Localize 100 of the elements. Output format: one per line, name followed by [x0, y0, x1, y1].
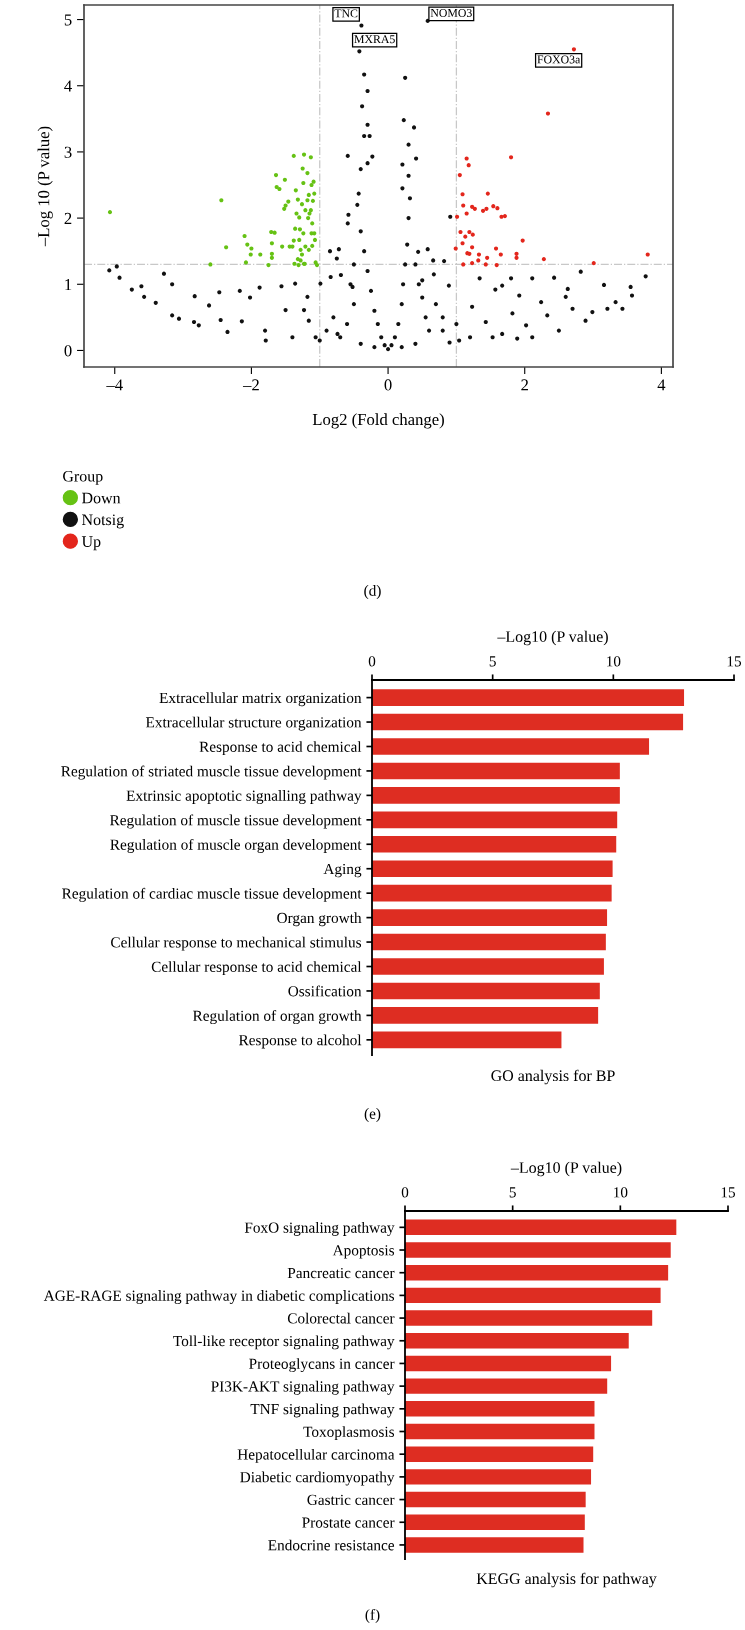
y-tick-label: Regulation of organ growth — [193, 1010, 362, 1025]
x-axis-title: –Log10 (P value) — [510, 1161, 622, 1177]
y-tick-label: Response to acid chemical — [199, 741, 362, 756]
y-tick-label: Organ growth — [277, 912, 362, 927]
bar — [372, 1007, 599, 1024]
annotation: MXRA5 — [354, 35, 395, 44]
bar — [405, 1469, 592, 1485]
y-tick-label: 1 — [65, 279, 72, 291]
point — [545, 111, 551, 116]
text: KEGG analysis for pathway — [476, 1572, 657, 1588]
bar — [372, 689, 685, 706]
x-tick-label: –4 — [106, 379, 123, 391]
bar — [372, 860, 613, 878]
bar — [405, 1537, 584, 1553]
point — [470, 232, 475, 237]
x-tick-label: 0 — [401, 1187, 409, 1198]
point — [455, 214, 460, 219]
bar — [372, 738, 650, 755]
x-tick-label: 15 — [727, 656, 742, 667]
x-tick-label: 0 — [368, 656, 376, 667]
bar — [372, 982, 600, 1000]
point — [495, 206, 500, 211]
y-tick-label: Endocrine resistance — [268, 1539, 395, 1551]
y-axis-title: –Log 10 (P value) — [37, 126, 53, 247]
y-tick-label: 4 — [64, 80, 72, 92]
point — [467, 229, 472, 235]
x-axis-title: –Log10 (P value) — [497, 630, 608, 646]
y-tick-label: Extrinsic apoptotic signalling pathway — [126, 790, 362, 804]
bar — [405, 1514, 585, 1530]
bar — [405, 1219, 677, 1236]
y-tick-label: Gastric cancer — [307, 1494, 395, 1506]
bar — [405, 1423, 595, 1440]
y-tick-label: Pancreatic cancer — [287, 1267, 395, 1279]
y-tick-label: Apoptosis — [332, 1245, 395, 1259]
y-tick-label: Hepatocellular carcinoma — [237, 1448, 395, 1463]
point — [460, 241, 465, 246]
y-tick-label: Toll-like receptor signaling pathway — [173, 1335, 395, 1350]
x-tick-label: 5 — [509, 1187, 516, 1198]
bar — [372, 835, 617, 853]
point — [514, 255, 519, 260]
bar — [372, 884, 612, 902]
y-tick-label: Diabetic cardiomyopathy — [240, 1471, 395, 1486]
text: (f) — [365, 1608, 380, 1624]
point — [514, 251, 519, 256]
bar — [405, 1378, 608, 1394]
bar — [405, 1333, 629, 1349]
bar — [405, 1446, 594, 1462]
y-tick-label: Response to alcohol — [238, 1034, 362, 1049]
y-tick-label: Toxoplasmosis — [303, 1426, 395, 1441]
x-tick-label: 10 — [614, 1187, 628, 1198]
point — [485, 255, 490, 260]
point — [541, 257, 546, 262]
point — [476, 252, 482, 257]
text: (e) — [364, 1108, 381, 1122]
text: (d) — [364, 585, 381, 599]
x-tick-label: 10 — [607, 656, 621, 667]
point — [457, 173, 462, 178]
bar — [405, 1242, 671, 1258]
y-tick-label: Regulation of muscle organ development — [110, 838, 362, 853]
y-tick-label: Cellular response to mechanical stimulus — [111, 936, 362, 951]
y-tick-label: PI3K-AKT signaling pathway — [211, 1380, 395, 1395]
y-tick-label: Aging — [323, 863, 362, 878]
x-tick-label: 5 — [489, 656, 496, 667]
bar — [372, 958, 604, 975]
bar — [405, 1401, 595, 1417]
y-tick-label: Cellular response to acid chemical — [151, 961, 362, 976]
y-tick-label: 0 — [64, 345, 72, 357]
text: GO analysis for BP — [491, 1069, 615, 1085]
point — [571, 47, 577, 52]
y-tick-label: AGE-RAGE signaling pathway in diabetic complications — [43, 1290, 395, 1304]
point — [498, 252, 503, 257]
bar — [372, 909, 608, 926]
bar — [372, 787, 620, 804]
y-tick-label: Extracellular structure organization — [145, 716, 362, 731]
bar — [372, 713, 684, 731]
y-tick-label: Proteoglycans in cancer — [249, 1358, 395, 1373]
bar — [405, 1491, 586, 1508]
y-tick-label: FoxO signaling pathway — [244, 1222, 395, 1236]
point — [494, 263, 499, 268]
x-tick-label: –2 — [242, 379, 259, 391]
point — [502, 214, 507, 219]
point — [483, 262, 488, 267]
x-tick-label: 2 — [521, 379, 528, 391]
y-tick-label: TNF signaling pathway — [250, 1403, 395, 1418]
point — [466, 163, 471, 168]
point — [461, 262, 466, 267]
point — [645, 252, 650, 257]
bar — [372, 762, 620, 780]
y-tick-label: Prostate cancer — [302, 1517, 395, 1528]
x-tick-label: 4 — [657, 379, 666, 391]
point — [480, 208, 486, 213]
x-tick-label: 15 — [721, 1187, 736, 1198]
y-tick-label: Regulation of striated muscle tissue development — [61, 765, 362, 780]
annotation: FOXO3a — [537, 55, 581, 64]
y-tick-label: 3 — [64, 146, 72, 158]
point — [591, 261, 596, 266]
point — [470, 245, 475, 250]
bar — [405, 1355, 612, 1372]
point — [485, 191, 490, 196]
y-tick-label: Extracellular matrix organization — [159, 692, 362, 707]
